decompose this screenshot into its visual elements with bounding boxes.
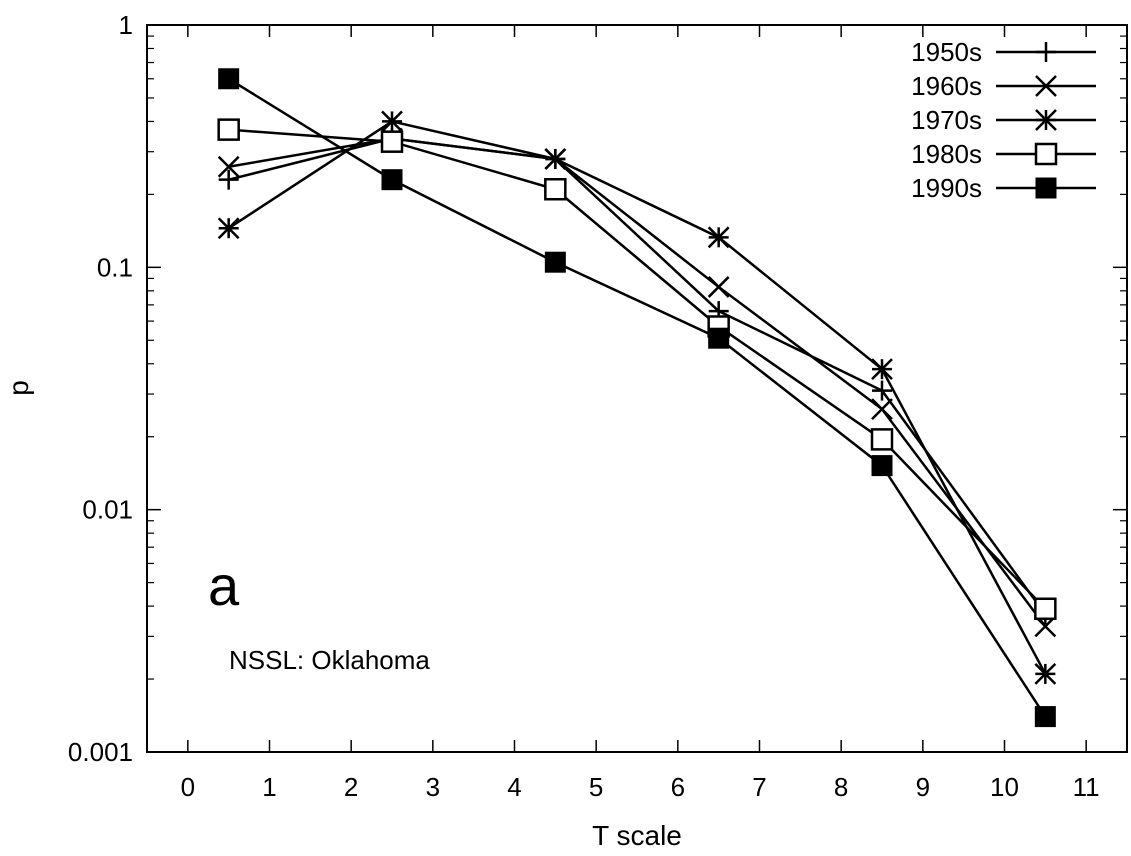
data-point [872, 380, 892, 401]
series-layer [217, 68, 1057, 728]
legend-label: 1960s [911, 71, 982, 101]
x-tick-label: 1 [262, 772, 276, 802]
data-point [870, 428, 894, 451]
panel-label: a [208, 554, 240, 617]
data-point [871, 455, 893, 477]
legend: 1950s 1960s 1970s 1980s 1990s [911, 37, 1096, 203]
data-point [544, 148, 567, 170]
plot-frame [146, 24, 1128, 753]
data-point [217, 118, 240, 141]
series-line [227, 120, 1047, 675]
x-tick-label: 2 [344, 772, 358, 802]
y-tick-label: 0.1 [97, 252, 133, 282]
y-tick-label: 1 [119, 10, 133, 40]
data-point [1034, 663, 1057, 685]
data-point [871, 358, 893, 381]
legend-label: 1950s [911, 37, 982, 67]
series-1980s [217, 118, 1057, 621]
legend-label: 1980s [911, 139, 982, 169]
x-tick-label: 3 [426, 772, 440, 802]
data-point [218, 169, 239, 190]
x-tick-label: 4 [507, 772, 521, 802]
series-1990s [218, 68, 1056, 728]
x-tick-label: 8 [834, 772, 848, 802]
y-tick-label: 0.01 [82, 495, 133, 525]
x-tick-label: 11 [1073, 772, 1100, 802]
series-line [228, 137, 1047, 616]
point-marker-plus [1036, 42, 1056, 62]
x-tick-label: 10 [990, 772, 1019, 802]
data-point [380, 130, 404, 153]
data-point [1034, 597, 1057, 621]
data-point [707, 226, 730, 249]
data-point [707, 276, 730, 298]
x-tick-label: 5 [589, 772, 603, 802]
dataset-annotation: NSSL: Oklahoma [229, 645, 430, 675]
data-point [381, 169, 403, 191]
series-1960s [217, 127, 1057, 638]
data-point [218, 68, 240, 90]
x-tick-label: 9 [916, 772, 930, 802]
data-point [217, 155, 240, 178]
data-point [1034, 706, 1056, 728]
point-marker-cross [1035, 75, 1057, 97]
x-tick-label: 6 [671, 772, 685, 802]
point-marker-filled-square [1035, 177, 1057, 199]
data-point [708, 327, 730, 349]
data-point [381, 110, 403, 133]
axis-tick-labels: 0 1 2 3 4 5 6 7 8 9 10 11 0.001 0.01 0.1 1 [68, 10, 1100, 802]
x-tick-label: 7 [752, 772, 766, 802]
data-point [544, 177, 567, 201]
y-axis-title: p [3, 380, 34, 396]
legend-label: 1990s [911, 173, 982, 203]
x-tick-label: 0 [181, 772, 195, 802]
legend-label: 1970s [911, 105, 982, 135]
series-line [228, 128, 1047, 610]
axis-ticks [147, 24, 1127, 753]
y-tick-label: 0.001 [68, 737, 133, 767]
point-marker-open-square [1034, 142, 1058, 166]
data-point [217, 217, 240, 240]
data-point [544, 251, 566, 273]
data-point [871, 398, 893, 420]
point-marker-star [1035, 109, 1057, 131]
x-axis-title: T scale [592, 820, 682, 851]
series-line [228, 77, 1047, 718]
series-line [228, 137, 1047, 628]
